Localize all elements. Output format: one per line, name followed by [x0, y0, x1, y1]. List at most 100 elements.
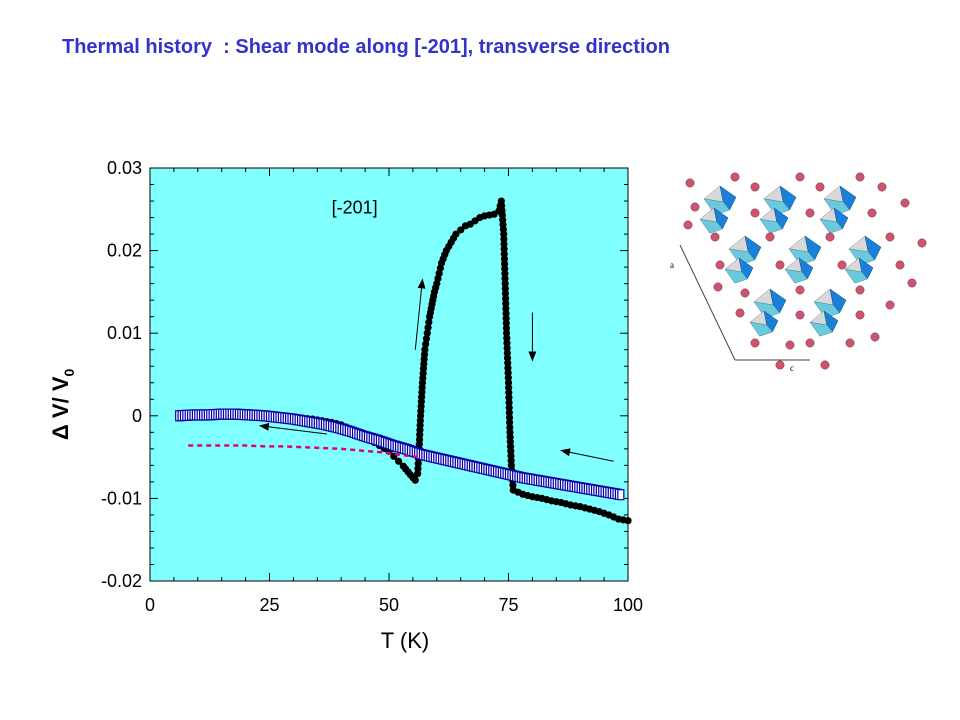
axis-ticks	[149, 167, 629, 582]
crystal-structure	[683, 172, 927, 370]
octahedron	[784, 257, 814, 284]
octahedron	[753, 288, 787, 319]
crystal-structure-image: a c	[670, 172, 927, 373]
atom	[805, 338, 815, 348]
x-axis-title: T (K)	[381, 628, 429, 653]
data-point-circle	[452, 230, 460, 238]
atom	[740, 288, 750, 298]
y-tick-label: 0.03	[107, 158, 142, 178]
x-tick-label: 50	[379, 595, 399, 615]
octahedron	[749, 310, 779, 337]
atom	[867, 208, 877, 218]
atom	[815, 182, 825, 192]
atom	[750, 182, 760, 192]
octahedron	[809, 310, 839, 337]
atom	[877, 182, 887, 192]
atom	[785, 340, 795, 350]
atom	[820, 360, 830, 370]
x-tick-labels: 0 25 50 75 100	[145, 595, 643, 615]
octahedron	[759, 207, 789, 234]
atom	[685, 178, 695, 188]
octahedron	[728, 235, 762, 266]
octahedron	[724, 257, 754, 284]
y-tick-label: -0.02	[101, 571, 142, 591]
y-axis-title-main: Δ V/ V	[48, 376, 73, 440]
octahedron	[788, 235, 822, 266]
data-point-circle	[394, 457, 403, 465]
atom	[765, 232, 775, 242]
atom	[775, 360, 785, 370]
axis-label-a: a	[670, 260, 674, 270]
data-point-circle	[422, 335, 431, 343]
atom	[917, 238, 927, 248]
atom	[710, 232, 720, 242]
atom	[845, 338, 855, 348]
atom	[750, 208, 760, 218]
x-tick-label: 100	[613, 595, 643, 615]
axis-label-c: c	[790, 363, 794, 373]
octahedron	[703, 185, 737, 216]
slide-title: Thermal history : Shear mode along [-201…	[62, 36, 670, 58]
data-point-circle	[423, 329, 431, 337]
data-point-circle	[424, 324, 432, 332]
y-tick-label: 0.01	[107, 323, 142, 343]
data-point-square	[617, 489, 625, 501]
atom	[735, 308, 745, 318]
plot-annotation: [-201]	[332, 197, 378, 217]
series-1	[175, 408, 625, 501]
series-2	[188, 444, 418, 459]
atom	[900, 198, 910, 208]
series-layer	[175, 197, 632, 525]
data-point-circle	[425, 318, 433, 326]
x-tick-label: 25	[259, 595, 279, 615]
atom	[795, 172, 805, 182]
atom	[837, 260, 847, 270]
atom	[683, 220, 693, 230]
octahedron	[819, 207, 849, 234]
annotations: [-201]	[332, 197, 378, 217]
dashed-series-line	[188, 444, 418, 459]
direction-arrow	[414, 278, 426, 350]
octahedron	[823, 185, 857, 216]
atom	[750, 338, 760, 348]
atom	[795, 310, 805, 320]
atom	[870, 332, 880, 342]
plot-background	[149, 167, 629, 582]
y-tick-label: 0.02	[107, 241, 142, 261]
x-tick-label: 75	[498, 595, 518, 615]
data-point-circle	[457, 226, 465, 234]
atom	[825, 232, 835, 242]
atom	[730, 172, 740, 182]
data-point-circle	[624, 517, 632, 525]
direction-arrows	[258, 278, 614, 462]
data-point-circle	[421, 346, 429, 354]
y-axis-title-subscript: 0	[61, 369, 77, 377]
atom	[690, 202, 700, 212]
atom	[715, 260, 725, 270]
x-tick-label: 0	[145, 595, 155, 615]
atom	[805, 208, 815, 218]
atom	[855, 310, 865, 320]
data-point-circle	[411, 476, 419, 484]
octahedron	[848, 235, 882, 266]
direction-arrow	[258, 422, 327, 435]
y-tick-label: -0.01	[101, 488, 142, 508]
y-tick-labels: -0.02 -0.01 0 0.01 0.02 0.03	[101, 158, 142, 591]
atom	[775, 260, 785, 270]
atom	[855, 285, 865, 295]
octahedron	[813, 288, 847, 319]
unit-cell-axes: a c	[670, 244, 810, 373]
octahedron	[699, 207, 729, 234]
y-tick-label: 0	[132, 406, 142, 426]
data-point-circle	[422, 340, 430, 348]
atom	[907, 278, 917, 288]
atom	[795, 285, 805, 295]
octahedron	[763, 185, 797, 216]
direction-arrow	[560, 448, 614, 462]
atom	[713, 282, 723, 292]
atom	[895, 260, 905, 270]
atom	[885, 232, 895, 242]
octahedron	[844, 257, 874, 284]
atom	[855, 172, 865, 182]
